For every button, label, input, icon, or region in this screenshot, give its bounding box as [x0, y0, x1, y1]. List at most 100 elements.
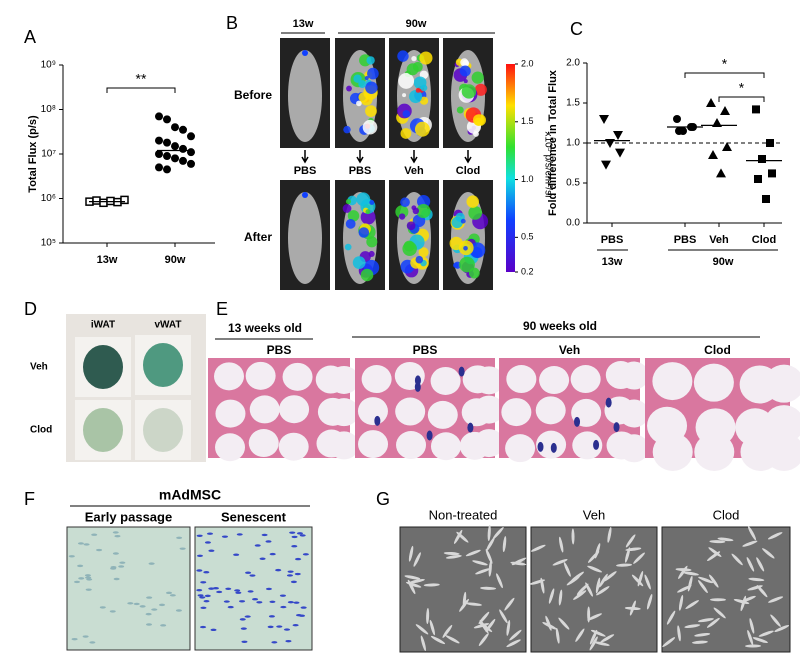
adipocyte: [357, 397, 388, 426]
colorbar-tick-label: 1.0: [521, 174, 534, 184]
cell: [175, 609, 182, 612]
tissue: [83, 345, 123, 389]
cell: [465, 549, 481, 557]
stained-cell: [426, 430, 433, 441]
colorbar-tick-label: 1.5: [521, 116, 534, 126]
cell: [548, 588, 555, 604]
marker: [155, 112, 163, 121]
cell: [770, 614, 781, 627]
cell: [429, 619, 435, 636]
cell: [603, 571, 617, 582]
cell: [545, 615, 552, 631]
group-label: 90 weeks old: [523, 319, 597, 333]
cell: [225, 587, 232, 591]
cell: [169, 594, 176, 597]
signal-blob: [398, 213, 406, 220]
panel-label: C: [570, 19, 583, 39]
group-label: 13 weeks old: [228, 321, 302, 335]
cell: [146, 596, 153, 599]
cell: [442, 624, 453, 638]
column-label: vWAT: [154, 320, 181, 331]
cell: [244, 615, 251, 618]
cell: [196, 569, 203, 572]
cell: [415, 624, 429, 635]
cell: [594, 641, 610, 646]
stained-cell: [467, 422, 474, 433]
marker: [120, 195, 129, 205]
cell: [287, 570, 294, 573]
cell: [625, 534, 636, 548]
row-label: Clod: [30, 425, 52, 436]
marker: [673, 115, 681, 123]
marker: [187, 159, 195, 168]
signal-blob: [360, 209, 376, 225]
cell: [204, 541, 211, 544]
adipocyte: [427, 400, 458, 429]
cell: [473, 623, 490, 629]
cell: [625, 547, 642, 551]
cell: [742, 540, 758, 547]
signal-blob: [369, 200, 375, 205]
cell: [445, 635, 460, 644]
signal-blob: [415, 87, 421, 93]
signal-blob: [345, 198, 351, 205]
signal-blob: [365, 81, 378, 94]
x-tick-label: 13w: [97, 254, 118, 266]
signal-blob: [302, 192, 308, 198]
y-tick-label: 10⁷: [41, 149, 56, 160]
adipocyte: [619, 361, 649, 390]
cell: [666, 610, 676, 625]
adipocyte: [282, 362, 313, 391]
column-label: Senescent: [221, 509, 287, 524]
age-label: 90w: [406, 18, 427, 30]
signal-blob: [345, 218, 356, 229]
cell: [511, 557, 527, 566]
cell: [677, 625, 681, 642]
adipocyte: [358, 430, 389, 459]
cell: [203, 599, 210, 603]
stained-cell: [374, 415, 381, 426]
tissue: [143, 408, 183, 452]
cell: [747, 629, 754, 646]
treatment-label: PBS: [349, 165, 372, 177]
group-label: 13w: [602, 256, 623, 268]
marker: [754, 175, 762, 183]
row-label: After: [244, 230, 272, 244]
significance-bracket: [106, 87, 176, 93]
signal-blob: [413, 76, 427, 90]
adipocyte: [215, 399, 246, 428]
signal-blob: [474, 117, 483, 126]
marker: [752, 105, 760, 114]
cell: [269, 552, 276, 556]
cell: [698, 618, 714, 623]
y-tick-label: 10⁹: [41, 60, 56, 71]
cell: [589, 636, 598, 651]
row-label: Before: [234, 88, 272, 102]
mouse-body: [288, 50, 322, 142]
cell: [691, 640, 708, 644]
cell: [112, 531, 119, 534]
signal-blob: [461, 84, 477, 99]
marker: [179, 156, 187, 165]
signal-blob: [344, 243, 352, 251]
cell: [502, 536, 507, 553]
cell: [563, 562, 571, 577]
y-tick-label: 10⁸: [41, 104, 56, 115]
stained-cell: [593, 439, 600, 450]
stained-cell: [458, 366, 465, 377]
signal-blob: [402, 241, 417, 256]
marker: [92, 196, 101, 205]
cell: [747, 526, 757, 541]
y-tick-label: 0.5: [566, 178, 580, 189]
cell: [280, 605, 287, 609]
cell: [254, 544, 261, 547]
cell: [756, 585, 768, 598]
cell: [684, 624, 701, 628]
cell: [423, 583, 440, 587]
cell: [596, 586, 610, 596]
signal-blob: [471, 71, 484, 84]
cell: [662, 637, 676, 648]
cell: [200, 581, 207, 584]
tissue: [143, 343, 183, 387]
signal-blob: [358, 227, 370, 238]
